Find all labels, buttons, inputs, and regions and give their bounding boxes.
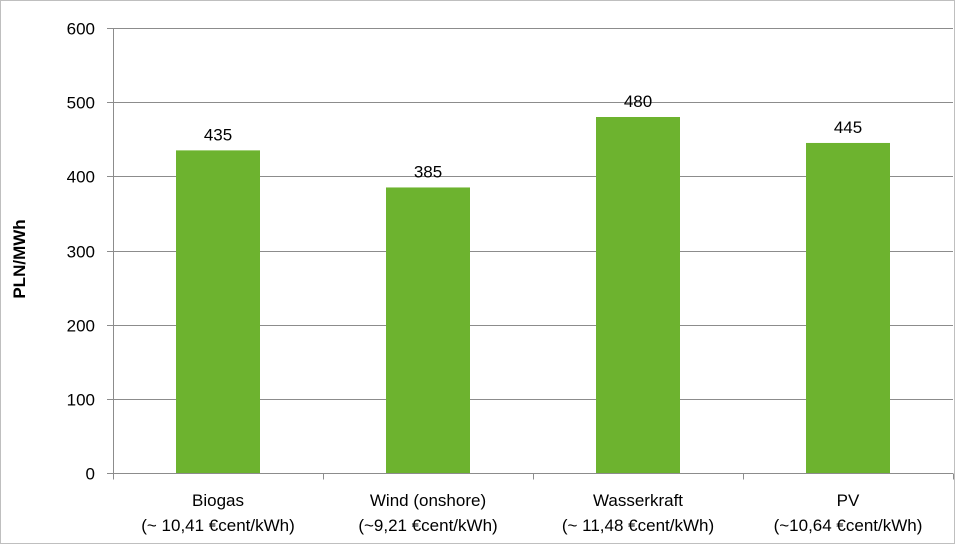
data-label: 445: [834, 118, 862, 137]
y-axis-ticks: 0 100 200 300 400 500 600: [67, 20, 113, 484]
category-label: (~ 10,41 €cent/kWh): [141, 516, 295, 535]
category-label: Wasserkraft: [593, 491, 683, 510]
data-labels: 435 385 480 445: [204, 92, 862, 181]
category-label: Biogas: [192, 491, 244, 510]
category-label: (~10,64 €cent/kWh): [774, 516, 923, 535]
data-label: 435: [204, 125, 232, 144]
y-tick-label: 0: [86, 465, 95, 484]
y-tick-label: 100: [67, 391, 95, 410]
category-label: (~9,21 €cent/kWh): [358, 516, 497, 535]
y-tick-label: 600: [67, 20, 95, 39]
category-labels: Biogas (~ 10,41 €cent/kWh) Wind (onshore) (…: [141, 491, 922, 535]
bars: [176, 117, 890, 474]
y-axis-label: PLN/MWh: [10, 219, 29, 298]
y-tick-label: 400: [67, 168, 95, 187]
y-tick-label: 200: [67, 317, 95, 336]
data-label: 385: [414, 162, 442, 181]
bar: [596, 117, 680, 473]
category-label: PV: [837, 491, 860, 510]
bar: [386, 187, 470, 474]
y-tick-label: 300: [67, 243, 95, 262]
bar: [176, 150, 260, 473]
category-label: Wind (onshore): [370, 491, 486, 510]
bar: [806, 142, 890, 474]
data-label: 480: [624, 92, 652, 111]
axes: [113, 28, 954, 480]
y-tick-label: 500: [67, 94, 95, 113]
category-label: (~ 11,48 €cent/kWh): [562, 516, 714, 535]
